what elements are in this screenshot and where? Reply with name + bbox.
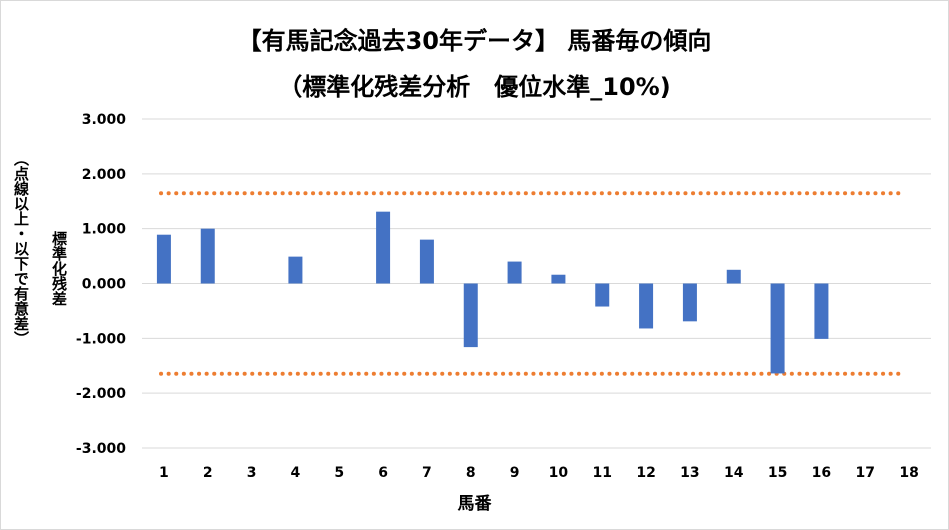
x-tick-label: 9 (510, 465, 520, 481)
bar (551, 274, 566, 284)
bar (156, 234, 171, 284)
bar (595, 283, 610, 307)
x-tick-label: 6 (378, 465, 388, 481)
x-tick-label: 2 (203, 465, 213, 481)
x-tick-label: 5 (334, 465, 344, 481)
x-tick-label: 1 (159, 465, 169, 481)
x-tick-label: 18 (899, 465, 918, 481)
bar (200, 228, 215, 284)
y-tick-label: 3.000 (82, 112, 127, 128)
x-tick-label: 4 (291, 465, 301, 481)
y-tick-label: -1.000 (76, 331, 126, 347)
x-axis-label: 馬番 (457, 494, 492, 514)
y-tick-label: 2.000 (82, 167, 127, 183)
x-tick-label: 17 (856, 465, 875, 481)
y-axis-note: （点線以上・以下で有意差） (12, 151, 30, 346)
bar (814, 283, 829, 339)
bar (288, 256, 303, 284)
bar (507, 261, 522, 284)
bar (770, 283, 785, 374)
x-tick-label: 3 (247, 465, 257, 481)
bar (463, 283, 478, 348)
bar (376, 211, 391, 284)
x-tick-label: 13 (680, 465, 699, 481)
chart-title: 【有馬記念過去30年データ】 馬番毎の傾向 (237, 27, 712, 55)
x-tick-label: 14 (724, 465, 744, 481)
x-tick-label: 16 (812, 465, 831, 481)
chart-subtitle: （標準化残差分析 優位水準_10%) (278, 73, 671, 101)
x-tick-label: 10 (549, 465, 569, 481)
y-tick-label: -2.000 (76, 386, 126, 402)
y-tick-label: 0.000 (82, 277, 127, 293)
bar (639, 283, 654, 329)
y-axis-label: 標準化残差 (50, 231, 68, 306)
x-tick-label: 15 (768, 465, 787, 481)
x-tick-label: 7 (422, 465, 432, 481)
x-tick-label: 12 (636, 465, 655, 481)
y-tick-label: -3.000 (76, 441, 126, 457)
bar (682, 283, 697, 322)
bar (726, 269, 741, 284)
x-tick-label: 11 (593, 465, 612, 481)
x-tick-label: 8 (466, 465, 476, 481)
bar (419, 239, 434, 284)
y-axis-label-group: （点線以上・以下で有意差） 標準化残差 (11, 151, 81, 411)
y-tick-label: 1.000 (82, 222, 127, 238)
